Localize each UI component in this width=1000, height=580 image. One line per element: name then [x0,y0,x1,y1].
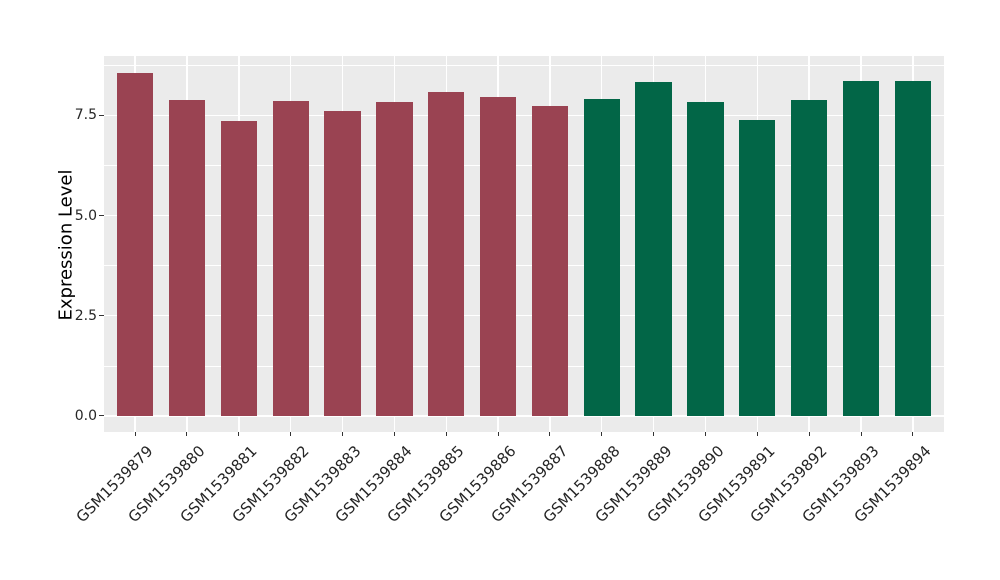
bar-GSM1539887 [531,106,569,416]
x-axis-tick [704,432,706,436]
gridline-major-horizontal [104,114,944,117]
y-tick-label: 5.0 [74,207,97,224]
bar-GSM1539894 [894,81,932,416]
bar-GSM1539882 [272,101,309,416]
gridline-major-horizontal [104,214,944,217]
x-axis-tick [186,432,188,436]
bar-GSM1539885 [428,92,465,416]
y-tick-label: 0.0 [74,407,97,424]
x-axis-tick [756,432,758,436]
gridline-minor-horizontal [104,365,944,367]
bar-GSM1539889 [635,82,672,416]
bar-GSM1539880 [168,100,206,416]
x-axis-tick [134,432,136,436]
bar-GSM1539891 [739,120,776,416]
bar-GSM1539893 [842,81,880,416]
y-axis-tick [99,415,104,417]
bar-GSM1539881 [220,120,257,416]
y-axis-tick [99,215,104,217]
x-axis-tick [290,432,292,436]
bar-GSM1539886 [479,97,517,416]
x-axis-tick [238,432,240,436]
bar-GSM1539888 [583,99,620,416]
x-axis-tick [912,432,914,436]
x-axis-tick [393,432,395,436]
gridline-minor-horizontal [104,64,944,66]
y-tick-label: 2.5 [74,307,97,324]
bar-GSM1539879 [116,73,154,416]
x-axis-tick [342,432,344,436]
x-axis-tick [549,432,551,436]
x-axis-tick [653,432,655,436]
gridline-minor-horizontal [104,265,944,266]
x-axis-tick [860,432,862,436]
x-axis-tick [445,432,447,436]
bar-GSM1539884 [376,102,413,416]
x-axis-tick [497,432,499,436]
x-axis-tick [808,432,810,436]
y-axis-tick [99,315,104,317]
gridline-major-horizontal [104,315,944,317]
y-tick-label: 7.5 [74,107,97,124]
bar-GSM1539892 [791,100,828,416]
bar-GSM1539883 [324,111,361,416]
y-axis-tick [99,114,104,116]
plot-panel [104,56,944,432]
gridline-minor-horizontal [104,165,944,166]
y-axis-title: Expression Level [55,169,77,321]
x-axis-tick [601,432,603,436]
bar-GSM1539890 [687,102,724,416]
gridline-major-horizontal [104,415,944,417]
